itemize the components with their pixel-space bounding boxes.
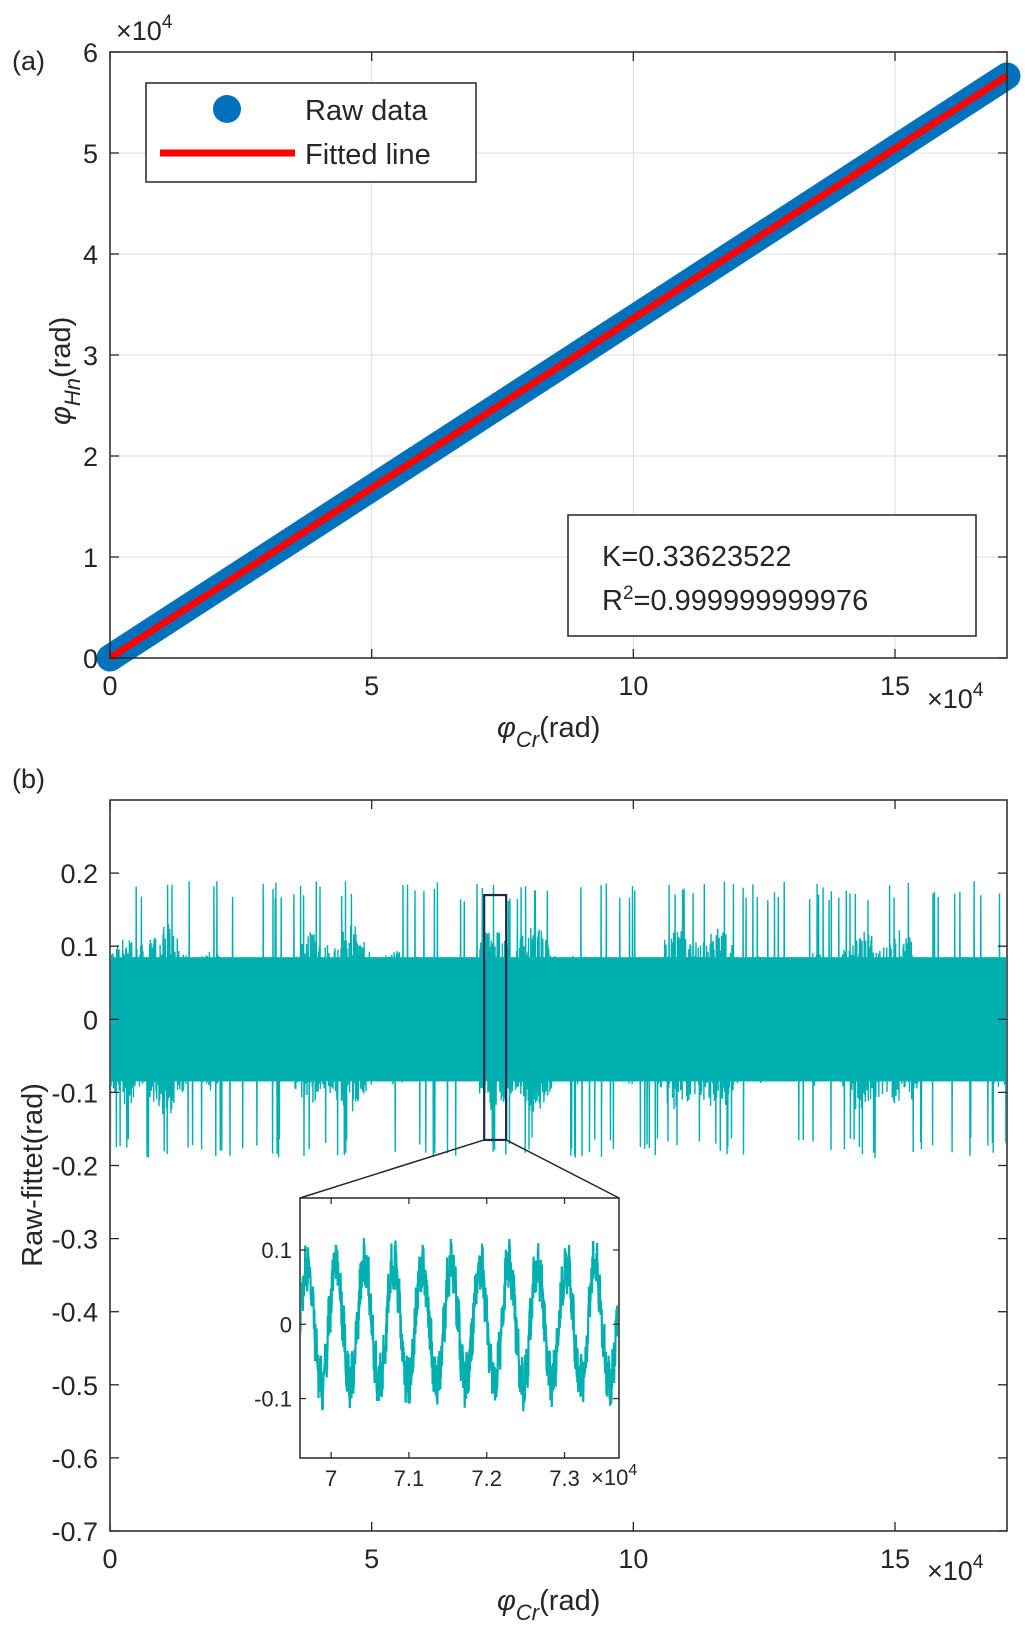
legend-label-raw-data: Raw data	[305, 95, 428, 127]
inset-x-tick-label: 7.3	[549, 1466, 580, 1491]
panel-a-y-exponent: ×104	[116, 12, 173, 46]
zoom-indicator	[299, 893, 620, 1199]
inset-series	[301, 1238, 618, 1412]
y-tick-label: 0	[83, 644, 98, 674]
panel-b-y-label: Raw-fittet(rad)	[17, 1083, 49, 1267]
fit-annotation: K=0.33623522 R2=0.999999999976	[567, 514, 977, 637]
panel-a-label: (a)	[12, 46, 45, 76]
y-tick-label: -0.6	[51, 1444, 98, 1474]
panel-a-ticks: 0 5 10 15 0 1 2 3 4 5 6	[83, 38, 1007, 701]
panel-b-series	[111, 881, 1006, 1158]
x-tick-label: 5	[364, 1544, 379, 1574]
inset-x-tick-label: 7.2	[471, 1466, 502, 1491]
legend-box	[145, 82, 477, 183]
zoom-connector-right	[505, 1139, 620, 1199]
y-tick-label: -0.1	[51, 1078, 98, 1108]
x-tick-label: 15	[880, 1544, 910, 1574]
x-tick-label: 15	[880, 671, 910, 701]
panel-b-ticks: 0 5 10 15 0.2 0.1 0 -0.1 -0.2 -0.3 -0.4 -0.5 -0.6 -0.…	[51, 800, 1007, 1574]
y-tick-label: 0.1	[60, 932, 98, 962]
inset-axes-box	[299, 1197, 620, 1459]
x-tick-label: 10	[618, 671, 648, 701]
x-tick-label: 5	[364, 671, 379, 701]
r-squared-text: R2=0.999999999976	[602, 583, 868, 617]
legend-label-fitted-line: Fitted line	[305, 139, 431, 171]
inset-ticks: 7 7.1 7.2 7.3 0.1 0 -0.1	[254, 1198, 619, 1491]
inset-y-tick-label: -0.1	[254, 1387, 292, 1412]
fitted-line	[108, 73, 1009, 661]
panel-a-series	[96, 62, 1021, 672]
panel-b-x-exponent: ×104	[927, 1552, 984, 1586]
y-tick-label: -0.5	[51, 1371, 98, 1401]
inset-x-exponent: ×104	[591, 1462, 637, 1490]
x-tick-label: 0	[102, 671, 117, 701]
residual-core	[111, 957, 1006, 1082]
legend-marker-raw-data	[213, 95, 241, 123]
y-tick-label: 2	[83, 442, 98, 472]
y-tick-label: 1	[83, 543, 98, 573]
y-tick-label: 4	[83, 240, 98, 270]
panel-a-x-label: φCr(rad)	[497, 712, 600, 752]
inset-y-tick-label: 0	[280, 1312, 292, 1337]
y-tick-label: -0.3	[51, 1225, 98, 1255]
y-tick-label: 6	[83, 38, 98, 68]
zoom-connector-left	[299, 1139, 485, 1199]
inset-x-tick-label: 7.1	[394, 1466, 425, 1491]
y-tick-label: 3	[83, 341, 98, 371]
annotation-box	[567, 514, 977, 637]
inset: 7 7.1 7.2 7.3 0.1 0 -0.1 ×104	[254, 1197, 637, 1491]
inset-x-tick-label: 7	[325, 1466, 337, 1491]
zoom-box	[483, 893, 508, 1142]
panel-a-x-exponent: ×104	[927, 680, 984, 714]
inset-residual-trace	[301, 1238, 618, 1412]
y-tick-label: 0	[83, 1005, 98, 1035]
panel-a-y-label: φHn(rad)	[45, 317, 85, 425]
x-tick-label: 0	[102, 1544, 117, 1574]
panel-b-label: (b)	[12, 764, 45, 794]
y-tick-label: -0.7	[51, 1517, 98, 1547]
y-tick-label: 5	[83, 139, 98, 169]
slope-text: K=0.33623522	[602, 541, 792, 573]
panel-b-x-label: φCr(rad)	[497, 1585, 600, 1625]
panel-b: (b) 0 5 10 15 0.2 0.1 0 -0.1 -0.2 -0.3 -0.4 -0.5 -0.…	[12, 764, 1008, 1625]
y-tick-label: 0.2	[60, 859, 98, 889]
panel-a: (a) 0 5 10 15 0 1 2 3 4 5 6 ×104 ×104 Raw data Fit…	[12, 12, 1021, 752]
y-tick-label: -0.4	[51, 1298, 98, 1328]
panel-a-legend: Raw data Fitted line	[145, 82, 477, 183]
inset-y-tick-label: 0.1	[261, 1238, 292, 1263]
x-tick-label: 10	[618, 1544, 648, 1574]
y-tick-label: -0.2	[51, 1152, 98, 1182]
